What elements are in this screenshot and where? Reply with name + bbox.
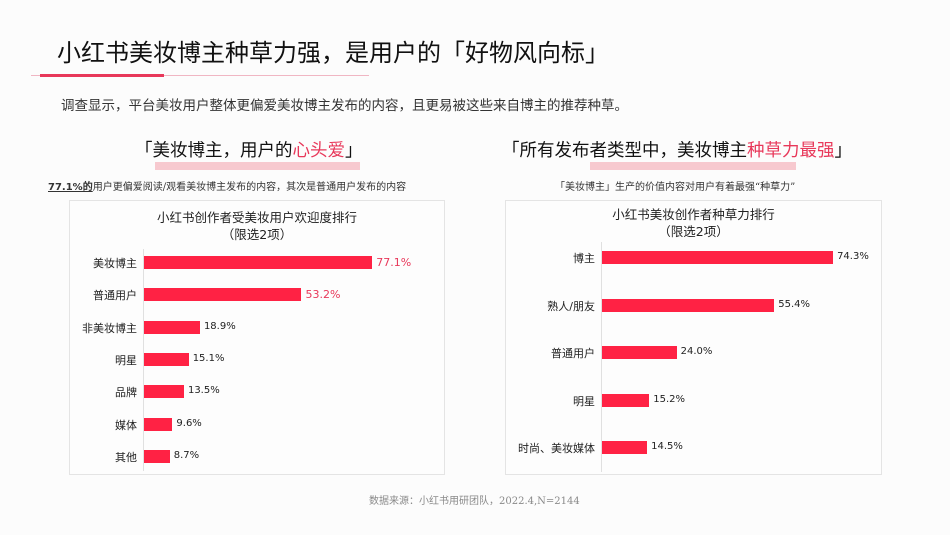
chart-title: 小红书美妆创作者种草力排行 — [612, 207, 775, 222]
value-label: 9.6% — [176, 417, 202, 429]
data-bar — [144, 352, 189, 366]
data-bar — [602, 251, 834, 264]
value-label: 8.7% — [173, 449, 200, 461]
title-divider — [31, 75, 369, 76]
value-label: 74.3% — [837, 251, 869, 262]
value-label: 18.9% — [203, 320, 236, 332]
bar-row: 其他 8.7% — [70, 449, 444, 464]
seeding-power-ranking-chart: 小红书美妆创作者种草力排行 （限选2项） 博主 74.3% 熟人/朋友 55.4% 普通… — [505, 200, 882, 475]
data-bar — [602, 298, 775, 312]
chart-subtitle: （限选2项） — [221, 227, 293, 242]
title-accent-bar — [40, 74, 164, 77]
category-label: 熟人/朋友 — [547, 299, 595, 313]
category-label: 其他 — [115, 450, 137, 464]
data-bar — [144, 449, 170, 463]
popularity-ranking-chart: 小红书创作者受美妆用户欢迎度排行 （限选2项） 美妆博主 77.1% 普通用户 53.… — [69, 200, 445, 475]
right-heading-text: 「所有发布者类型中，美妆博主 — [502, 141, 747, 161]
intro-text: 调查显示，平台美妆用户整体更偏爱美妆博主发布的内容，且更易被这些来自博主的推荐种… — [61, 98, 628, 114]
bar-row: 非美妆博主 18.9% — [70, 320, 444, 335]
data-bar — [602, 393, 650, 407]
page-title: 小红书美妆博主种草力强，是用户的「好物风向标」 — [57, 39, 609, 67]
category-label: 非美妆博主 — [82, 321, 137, 335]
right-section-heading: 「所有发布者类型中，美妆博主种草力最强」 — [502, 137, 852, 162]
data-bar — [602, 441, 648, 454]
left-heading-text: 「美妆博主，用户的 — [135, 141, 293, 161]
left-heading-highlight-band — [155, 162, 360, 170]
bar-row: 博主 74.3% — [506, 251, 881, 265]
category-label: 明星 — [573, 394, 595, 408]
category-label: 普通用户 — [551, 347, 595, 360]
value-label: 24.0% — [680, 346, 713, 357]
value-label: 55.4% — [778, 298, 811, 310]
right-heading-close: 」 — [834, 141, 853, 161]
chart-subtitle: （限选2项） — [658, 224, 729, 239]
value-label: 77.1% — [376, 256, 412, 269]
left-heading-close: 」 — [345, 141, 363, 161]
chart-title: 小红书创作者受美妆用户欢迎度排行 — [156, 210, 357, 225]
category-label: 博主 — [573, 252, 595, 265]
bar-row: 美妆博主 77.1% — [70, 256, 444, 270]
bar-row: 熟人/朋友 55.4% — [506, 298, 881, 313]
value-label: 53.2% — [305, 288, 341, 302]
chart-axis — [601, 242, 602, 472]
bar-row: 时尚、美妆媒体 14.5% — [506, 441, 881, 455]
value-label: 15.2% — [653, 393, 686, 405]
data-source-note: 数据来源：小红书用研团队，2022.4,N=2144 — [369, 496, 580, 507]
bar-row: 品牌 13.5% — [70, 385, 444, 399]
data-bar — [144, 385, 184, 399]
right-section-subtitle: 「美妆博主」生产的价值内容对用户有着最强“种草力” — [555, 182, 796, 193]
category-label: 媒体 — [115, 418, 137, 432]
data-bar — [602, 346, 677, 359]
value-label: 13.5% — [187, 385, 220, 397]
category-label: 品牌 — [115, 386, 137, 400]
right-heading-highlight: 种草力最强 — [747, 141, 835, 161]
data-bar — [144, 320, 200, 334]
value-label: 14.5% — [651, 441, 683, 452]
data-bar — [144, 288, 302, 302]
left-section-heading: 「美妆博主，用户的心头爱」 — [135, 137, 363, 162]
bar-row: 明星 15.1% — [70, 352, 444, 367]
data-bar — [144, 256, 373, 269]
category-label: 普通用户 — [93, 289, 137, 303]
category-label: 美妆博主 — [93, 257, 137, 270]
bar-row: 媒体 9.6% — [70, 417, 444, 432]
left-section-subtitle: 77.1%的用户更偏爱阅读/观看美妆博主发布的内容，其次是普通用户发布的内容 — [48, 178, 406, 193]
value-label: 15.1% — [192, 352, 225, 364]
bar-row: 普通用户 53.2% — [70, 288, 444, 302]
left-heading-highlight: 心头爱 — [292, 141, 346, 161]
category-label: 时尚、美妆媒体 — [518, 442, 595, 455]
left-sub-percent: 77.1%的 — [48, 182, 93, 193]
data-bar — [144, 417, 173, 431]
category-label: 明星 — [115, 353, 137, 367]
chart-axis — [143, 249, 144, 471]
left-sub-text: 用户更偏爱阅读/观看美妆博主发布的内容，其次是普通用户发布的内容 — [92, 182, 407, 193]
bar-row: 明星 15.2% — [506, 393, 881, 408]
bar-row: 普通用户 24.0% — [506, 346, 881, 360]
right-heading-highlight-band — [590, 162, 796, 170]
